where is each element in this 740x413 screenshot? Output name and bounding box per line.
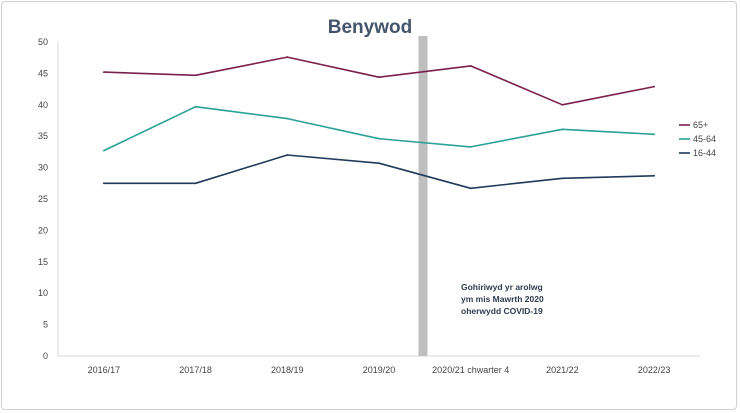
y-tick-label: 40 xyxy=(38,100,48,110)
y-tick-label: 5 xyxy=(43,320,48,330)
series-line-65+ xyxy=(103,56,655,106)
data-point xyxy=(194,105,197,108)
x-tick-label: 2020/21 chwarter 4 xyxy=(432,365,509,375)
data-point xyxy=(102,182,105,185)
data-point xyxy=(378,137,380,140)
annotation-line: Gohiriwyd yr arolwg xyxy=(461,282,543,292)
data-point xyxy=(561,177,564,180)
y-tick-label: 20 xyxy=(38,225,48,235)
legend-label: 16-44 xyxy=(693,148,716,158)
x-tick-label: 2019/20 xyxy=(363,365,396,375)
data-point xyxy=(561,128,564,131)
x-tick-label: 2017/18 xyxy=(179,365,212,375)
series-line-45-64 xyxy=(103,105,655,152)
legend: 65+ 45-64 16-44 xyxy=(679,120,716,158)
y-tick-label: 10 xyxy=(38,288,48,298)
data-point xyxy=(378,76,380,79)
data-point xyxy=(102,71,105,74)
y-tick-label: 0 xyxy=(43,351,48,361)
data-point xyxy=(653,133,656,136)
data-point xyxy=(469,145,472,148)
x-axis: 2016/17 2017/18 2018/19 2019/20 2020/21 chwa… xyxy=(58,355,700,375)
x-tick-label: 2021/22 xyxy=(546,365,579,375)
x-tick-label: 2018/19 xyxy=(271,365,304,375)
legend-label: 45-64 xyxy=(693,134,716,144)
data-point xyxy=(286,154,289,156)
x-tick-label: 2016/17 xyxy=(88,365,121,375)
y-tick-label: 50 xyxy=(38,37,48,47)
x-tick-label: 2022/23 xyxy=(638,365,671,375)
y-tick-label: 15 xyxy=(38,257,48,267)
legend-label: 65+ xyxy=(693,120,708,130)
data-point xyxy=(102,149,105,152)
y-tick-label: 25 xyxy=(38,194,48,204)
data-point xyxy=(286,56,289,58)
data-point xyxy=(653,85,656,88)
annotation-line: oherwydd COVID-19 xyxy=(461,306,543,316)
data-point xyxy=(194,182,197,185)
data-point xyxy=(653,174,656,177)
covid-band-bar xyxy=(418,36,428,356)
series-lines xyxy=(102,56,656,190)
y-tick-label: 35 xyxy=(38,131,48,141)
covid-band xyxy=(418,36,428,356)
data-point xyxy=(286,117,289,120)
chart-title: Benywod xyxy=(328,17,412,38)
y-tick-label: 45 xyxy=(38,68,48,78)
series-line-16-44 xyxy=(103,154,655,190)
data-point xyxy=(469,187,472,190)
annotation-line: ym mis Mawrth 2020 xyxy=(461,294,544,304)
data-point xyxy=(469,64,472,67)
covid-annotation: Gohiriwyd yr arolwg ym mis Mawrth 2020 ohe… xyxy=(461,282,544,316)
data-point xyxy=(194,74,197,77)
y-tick-label: 30 xyxy=(38,163,48,173)
data-point xyxy=(561,103,564,106)
y-axis: 0 5 10 15 20 25 30 35 40 45 50 xyxy=(38,37,59,361)
data-point xyxy=(378,162,380,165)
